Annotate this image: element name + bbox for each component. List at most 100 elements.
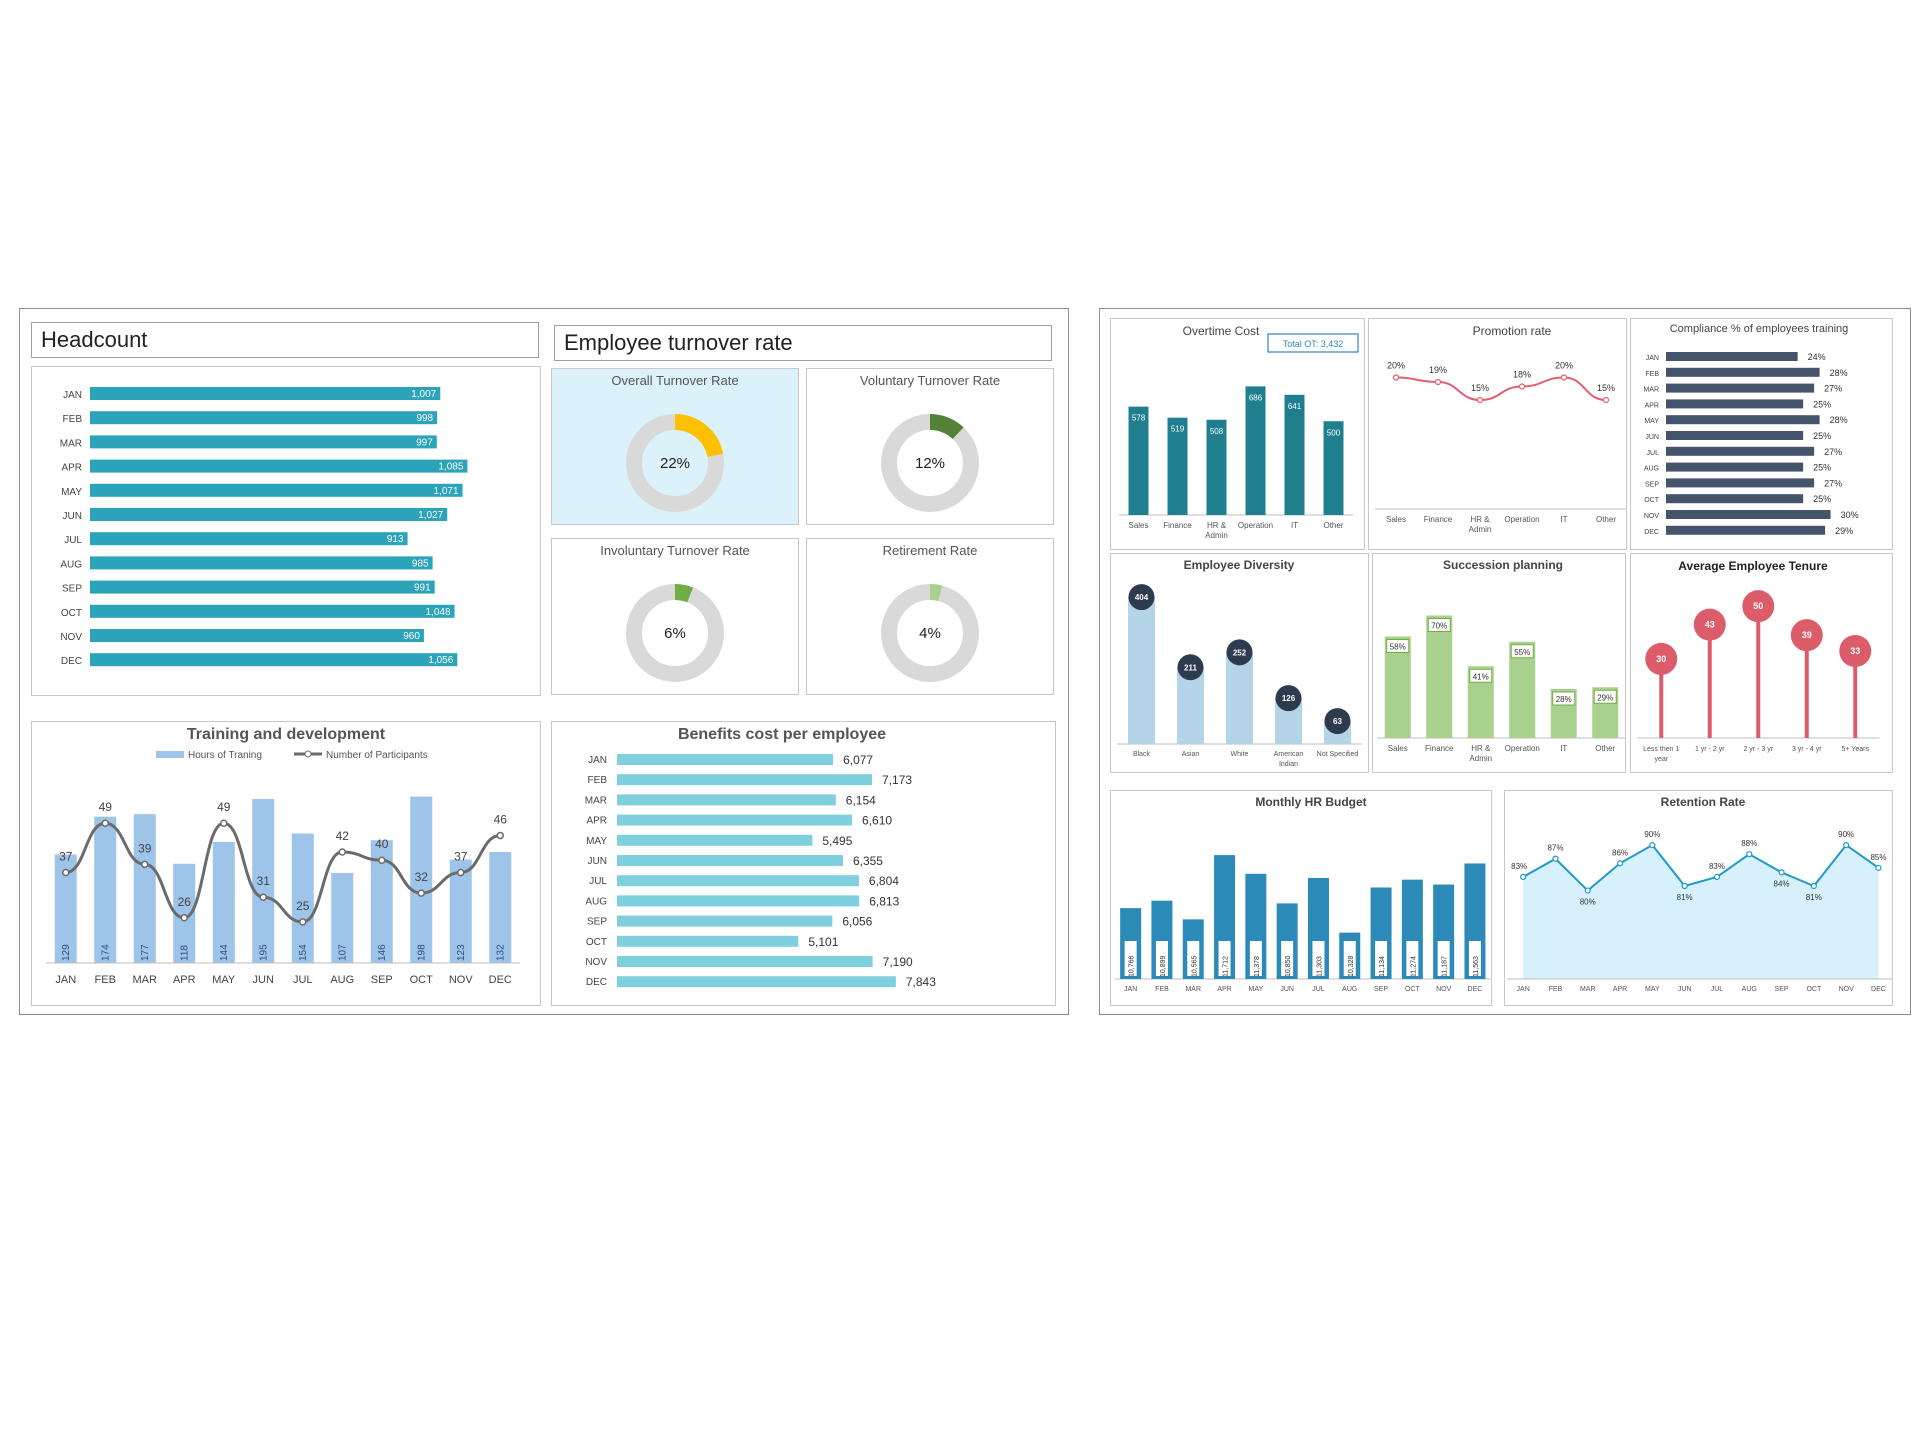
participants-point — [259, 893, 267, 901]
retention-panel: Retention Rate 83% JAN 87% FEB 80% MAR 86% APR 90… — [1504, 790, 1895, 1006]
tenure-tick-label: 3 yr - 4 yr — [1792, 746, 1822, 753]
retention-data-label: 87% — [1547, 844, 1563, 853]
benefits-data-label: 6,077 — [843, 753, 873, 767]
budget-tick-label: AUG — [1342, 986, 1357, 993]
compliance-data-label: 25% — [1813, 399, 1831, 409]
retention-point — [1778, 869, 1785, 876]
overtime-title: Overtime Cost — [1183, 324, 1260, 338]
headcount-tick-label: FEB — [63, 414, 83, 425]
promotion-panel: Promotion rate 20% 19% 15% 18% 20% 15% Sales Fin… — [1368, 318, 1627, 550]
training-hours-bar — [489, 852, 512, 963]
budget-data-label: 10,565 — [1191, 955, 1198, 977]
training-hours-label: 154 — [298, 944, 309, 961]
benefits-bar — [617, 754, 834, 765]
training-tick-label: OCT — [410, 974, 434, 986]
promotion-data-label: 15% — [1471, 383, 1489, 393]
promotion-data-label: 15% — [1597, 383, 1615, 393]
benefits-tick-label: FEB — [588, 775, 608, 786]
participants-label: 40 — [375, 837, 389, 851]
succession-data-label: 28% — [1556, 695, 1572, 704]
budget-panel: Monthly HR Budget 10,766 JAN 10,899 FEB 10,56… — [1110, 790, 1492, 1006]
succession-data-label: 29% — [1597, 693, 1613, 702]
retention-data-label: 80% — [1580, 898, 1596, 907]
compliance-tick-label: JUL — [1647, 450, 1660, 457]
benefits-tick-label: MAY — [586, 836, 607, 847]
headcount-data-label: 998 — [416, 413, 433, 424]
tenure-marker — [1645, 642, 1678, 675]
compliance-data-label: 28% — [1830, 415, 1848, 425]
headcount-data-label: 1,027 — [418, 510, 443, 521]
promotion-line — [1395, 376, 1607, 402]
promotion-point — [1560, 374, 1568, 381]
legend-label-hours: Hours of Traning — [188, 750, 262, 761]
promotion-tick-label: Admin — [1469, 525, 1492, 534]
training-tick-label: DEC — [489, 974, 512, 986]
headcount-tick-label: JUL — [64, 535, 82, 546]
overtime-bar — [1245, 386, 1266, 515]
participants-point — [378, 856, 386, 864]
promotion-chart: Promotion rate 20% 19% 15% 18% 20% 15% Sales Fin… — [1375, 324, 1627, 534]
headcount-bar — [90, 580, 435, 594]
overtime-tick-label: Sales — [1128, 521, 1148, 530]
compliance-bar — [1666, 494, 1804, 504]
budget-data-label: 10,766 — [1129, 955, 1136, 977]
legend-swatch-hours — [156, 751, 184, 758]
gauge-overall-chart: Overall Turnover Rate 22% — [611, 373, 739, 512]
retention-tick-label: NOV — [1839, 986, 1855, 993]
compliance-data-label: 30% — [1841, 510, 1859, 520]
training-tick-label: JUN — [253, 974, 274, 986]
budget-tick-label: JUL — [1312, 986, 1325, 993]
training-tick-label: SEP — [371, 974, 393, 986]
retention-tick-label: MAY — [1645, 986, 1660, 993]
overtime-tick-label: Finance — [1163, 521, 1192, 530]
headcount-data-label: 1,056 — [428, 655, 453, 666]
headcount-data-label: 997 — [416, 437, 433, 448]
promotion-point — [1392, 374, 1400, 381]
headcount-data-label: 985 — [412, 558, 429, 569]
budget-label-box — [1187, 941, 1200, 976]
headcount-bar — [90, 459, 468, 473]
retention-tick-label: DEC — [1871, 986, 1886, 993]
budget-tick-label: JUN — [1280, 986, 1294, 993]
retention-data-label: 85% — [1870, 853, 1886, 862]
retention-tick-label: MAR — [1580, 986, 1596, 993]
headcount-data-label: 991 — [414, 583, 431, 594]
retention-tick-label: JAN — [1517, 986, 1530, 993]
succession-tick-label: Finance — [1425, 744, 1454, 753]
compliance-tick-label: MAY — [1644, 418, 1659, 425]
retention-tick-label: SEP — [1775, 986, 1789, 993]
tenure-marker — [1693, 608, 1726, 641]
compliance-bar — [1666, 525, 1826, 535]
gauge-overall: Overall Turnover Rate 22% — [551, 368, 799, 525]
compliance-tick-label: JAN — [1646, 355, 1659, 362]
diversity-marker — [1275, 685, 1302, 712]
budget-data-label: 11,378 — [1254, 956, 1261, 977]
tenure-marker — [1839, 635, 1872, 667]
benefits-tick-label: AUG — [585, 896, 607, 907]
gauge-value-label: 6% — [664, 625, 686, 642]
benefits-bar — [617, 976, 896, 988]
headcount-tick-label: AUG — [60, 559, 82, 570]
succession-tick-label: IT — [1560, 744, 1567, 753]
participants-label: 46 — [494, 813, 508, 827]
participants-label: 32 — [415, 870, 429, 884]
diversity-tick-label: Not Specified — [1317, 751, 1359, 758]
retention-data-label: 81% — [1806, 893, 1822, 902]
retention-chart: Retention Rate 83% JAN 87% FEB 80% MAR 86% APR 90… — [1507, 795, 1895, 993]
promotion-data-label: 20% — [1387, 361, 1405, 371]
training-hours-bar — [94, 816, 117, 963]
overtime-tick-label: HR & — [1207, 521, 1227, 530]
budget-data-label: 11,134 — [1379, 956, 1386, 977]
retention-tick-label: AUG — [1742, 986, 1757, 993]
succession-bar — [1384, 636, 1411, 738]
benefits-bar — [617, 935, 799, 947]
retention-point — [1810, 882, 1817, 890]
budget-label-box — [1155, 941, 1168, 976]
budget-label-box — [1281, 941, 1294, 976]
overtime-data-label: 686 — [1249, 393, 1263, 402]
benefits-tick-label: APR — [586, 816, 607, 827]
promotion-point — [1434, 378, 1442, 386]
diversity-marker — [1128, 584, 1155, 611]
promotion-tick-label: IT — [1560, 515, 1567, 524]
training-tick-label: JAN — [55, 974, 76, 986]
